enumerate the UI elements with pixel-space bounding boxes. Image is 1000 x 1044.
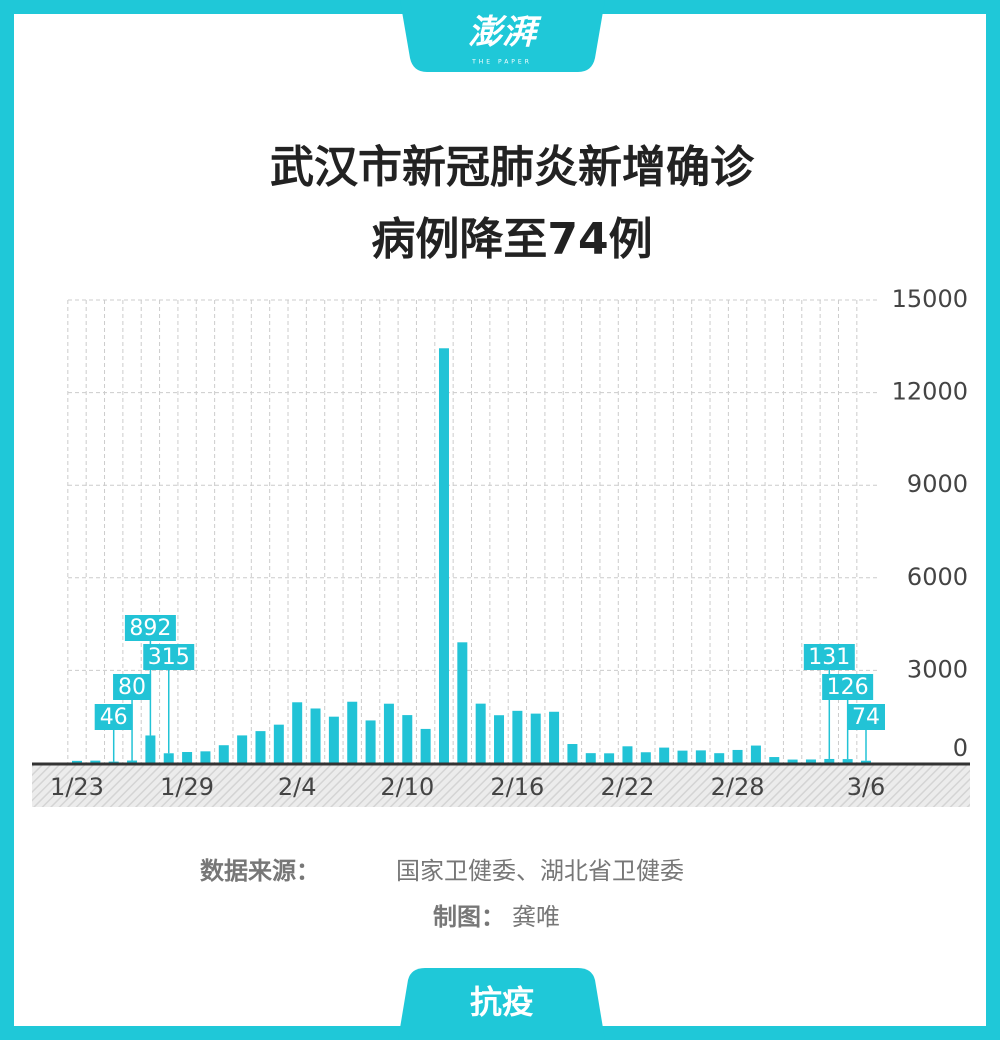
bar: [163, 753, 174, 763]
bar: [365, 720, 376, 763]
bar: [145, 735, 156, 763]
callout-box: [94, 704, 133, 730]
bar: [732, 749, 743, 763]
chart-title: 病例降至74例: [371, 214, 652, 265]
bar: [494, 715, 505, 763]
x-tick-label: 2/16: [490, 773, 544, 801]
bar: [567, 744, 578, 763]
bar: [861, 760, 871, 763]
y-tick-label: 9000: [907, 470, 968, 498]
footer-tag: 抗疫: [470, 983, 534, 1021]
bar: [769, 757, 780, 763]
bar: [457, 642, 468, 763]
bar: [714, 753, 725, 763]
y-tick-label: 15000: [892, 285, 968, 313]
chart-title: 武汉市新冠肺炎新增确诊: [270, 142, 755, 193]
axis-strip: [32, 765, 970, 807]
data-label: 74: [852, 705, 880, 730]
source-label: 数据来源：: [200, 857, 320, 885]
bar: [292, 702, 303, 763]
callout-box: [803, 644, 855, 670]
bar: [108, 761, 119, 763]
y-tick-label: 6000: [907, 563, 968, 591]
x-tick-label: 2/10: [380, 773, 434, 801]
bar: [182, 752, 193, 763]
x-tick-label: 1/29: [160, 773, 214, 801]
y-tick-label: 12000: [892, 378, 968, 406]
bar: [127, 760, 138, 763]
header-tab: [400, 0, 605, 72]
bar: [640, 752, 651, 763]
data-label: 80: [118, 675, 146, 700]
bar: [604, 753, 615, 763]
bar: [255, 731, 266, 763]
bar: [438, 348, 449, 763]
bar: [347, 701, 358, 763]
bar: [218, 745, 229, 763]
bar: [787, 759, 798, 763]
bar: [512, 710, 523, 763]
bar: [549, 711, 560, 763]
bar: [420, 728, 431, 763]
bar: [475, 703, 486, 763]
bar: [677, 750, 688, 763]
bar: [842, 759, 853, 763]
bar: [659, 747, 670, 763]
data-label: 126: [827, 675, 869, 700]
data-label: 315: [148, 645, 190, 670]
bar: [585, 753, 596, 763]
callout-box: [113, 674, 152, 700]
logo: 澎湃: [468, 13, 542, 53]
bar: [622, 746, 633, 763]
source-text: 国家卫健委、湖北省卫健委: [396, 857, 684, 885]
bar: [72, 760, 82, 763]
bar: [328, 716, 339, 763]
data-label: 892: [129, 616, 171, 641]
logo-sub: THE PAPER: [471, 59, 532, 66]
bar: [90, 760, 101, 763]
callout-box: [143, 644, 195, 670]
bar: [237, 735, 248, 763]
credit-label: 制图：: [433, 903, 505, 931]
callout-box: [822, 674, 874, 700]
x-tick-label: 2/22: [601, 773, 655, 801]
callout-box: [124, 615, 176, 641]
bar: [805, 759, 816, 763]
bar: [402, 715, 413, 763]
credit-text: 龚唯: [512, 903, 560, 931]
bar: [530, 713, 541, 763]
x-tick-label: 2/28: [711, 773, 765, 801]
bar: [273, 724, 284, 763]
data-label: 131: [808, 645, 850, 670]
x-tick-label: 2/4: [278, 773, 317, 801]
data-label: 46: [100, 705, 128, 730]
footer-tab: [398, 968, 605, 1040]
x-tick-label: 1/23: [50, 773, 104, 801]
bar: [383, 703, 394, 763]
y-tick-label: 3000: [907, 655, 968, 683]
bar: [310, 708, 321, 763]
x-tick-label: 3/6: [847, 773, 886, 801]
bar: [824, 758, 835, 763]
y-tick-label: 0: [953, 734, 968, 762]
bar: [200, 751, 211, 763]
bar: [750, 745, 761, 763]
bar: [695, 750, 706, 763]
callout-box: [847, 704, 885, 730]
